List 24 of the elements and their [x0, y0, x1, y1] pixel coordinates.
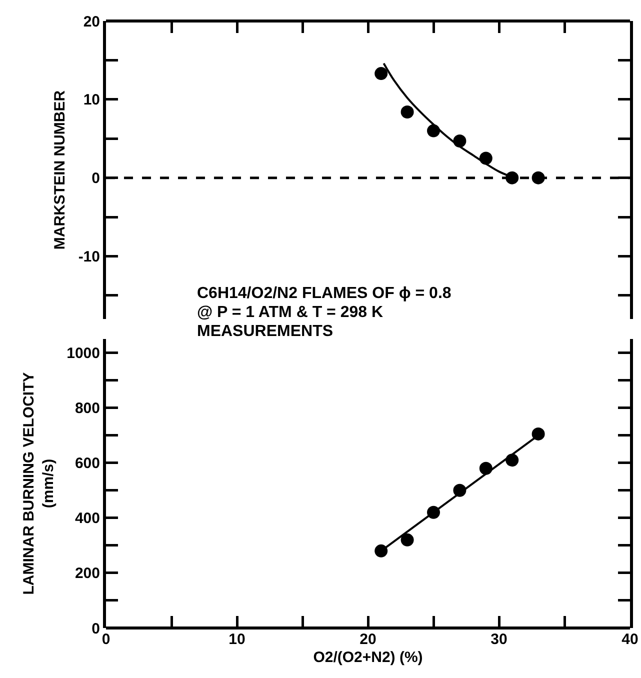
y-tick-label: 800 [74, 400, 100, 418]
x-tick-label: 10 [228, 631, 246, 648]
y-tick-label: 1000 [66, 345, 100, 362]
y-axis-title: MARKSTEIN NUMBER [52, 90, 69, 250]
y-tick-label: -10 [78, 248, 100, 266]
annotation: C6H14/O2/N2 FLAMES OF ϕ = 0.8 [197, 284, 452, 303]
point [400, 105, 414, 118]
point [374, 544, 388, 558]
y-axis-title: LAMINAR BURNING VELOCITY (mm/s) [20, 372, 57, 595]
x-axis-title: O2/(O2+N2) (%) [313, 649, 423, 666]
point [374, 67, 388, 80]
x-tick-label: 40 [622, 631, 638, 648]
y-tick-label: 0 [92, 170, 100, 188]
point [532, 427, 545, 440]
y-tick-label: 400 [74, 510, 100, 528]
point [400, 533, 414, 546]
y-tick-label: 600 [74, 455, 100, 472]
annotation: MEASUREMENTS [197, 322, 334, 341]
annotation: @ P = 1 ATM & T = 298 K [197, 303, 384, 322]
y-tick-label: 20 [83, 13, 100, 30]
y-tick-label: 200 [74, 565, 100, 582]
y-tick-label: 10 [83, 92, 100, 109]
x-tick-label: 20 [360, 631, 376, 648]
x-tick-label: 30 [490, 631, 508, 648]
